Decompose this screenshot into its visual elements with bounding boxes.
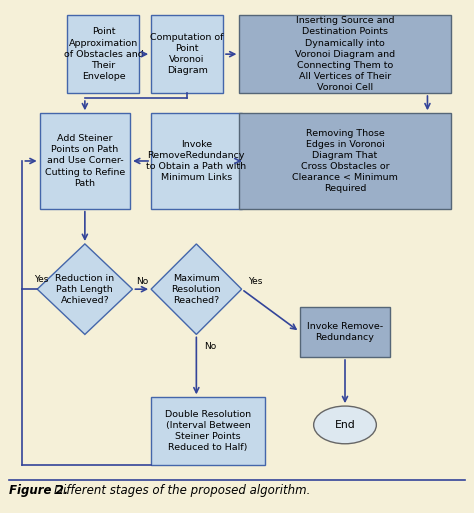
Text: Yes: Yes [34,274,48,284]
Text: End: End [335,420,356,430]
FancyBboxPatch shape [239,113,451,209]
Text: Removing Those
Edges in Voronoi
Diagram That
Cross Obstacles or
Clearance < Mini: Removing Those Edges in Voronoi Diagram … [292,129,398,193]
Text: Maximum
Resolution
Reached?: Maximum Resolution Reached? [172,273,221,305]
Text: Point
Approximation
of Obstacles and
Their
Envelope: Point Approximation of Obstacles and The… [64,28,143,81]
FancyBboxPatch shape [39,113,130,209]
Text: Double Resolution
(Interval Between
Steiner Points
Reduced to Half): Double Resolution (Interval Between Stei… [165,410,251,452]
FancyBboxPatch shape [151,397,265,465]
FancyBboxPatch shape [151,113,242,209]
Text: Add Steiner
Points on Path
and Use Corner-
Cutting to Refine
Path: Add Steiner Points on Path and Use Corne… [45,134,125,188]
Text: Reduction in
Path Length
Achieved?: Reduction in Path Length Achieved? [55,273,114,305]
Text: Yes: Yes [248,277,263,286]
Text: Invoke Remove-
Redundancy: Invoke Remove- Redundancy [307,322,383,342]
Text: Computation of
Point
Voronoi
Diagram: Computation of Point Voronoi Diagram [150,33,224,75]
FancyBboxPatch shape [67,15,139,93]
FancyBboxPatch shape [239,15,451,93]
FancyBboxPatch shape [300,307,390,357]
Text: Different stages of the proposed algorithm.: Different stages of the proposed algorit… [54,484,310,497]
Text: No: No [136,277,148,286]
FancyBboxPatch shape [151,15,223,93]
Text: Figure 2.: Figure 2. [9,484,69,497]
Ellipse shape [314,406,376,444]
Text: No: No [204,343,217,351]
Text: Invoke
RemoveRedundancy
to Obtain a Path with
Minimum Links: Invoke RemoveRedundancy to Obtain a Path… [146,140,246,182]
Polygon shape [151,244,242,334]
Polygon shape [37,244,132,334]
Text: Inserting Source and
Destination Points
Dynamically into
Voronoi Diagram and
Con: Inserting Source and Destination Points … [295,16,395,92]
